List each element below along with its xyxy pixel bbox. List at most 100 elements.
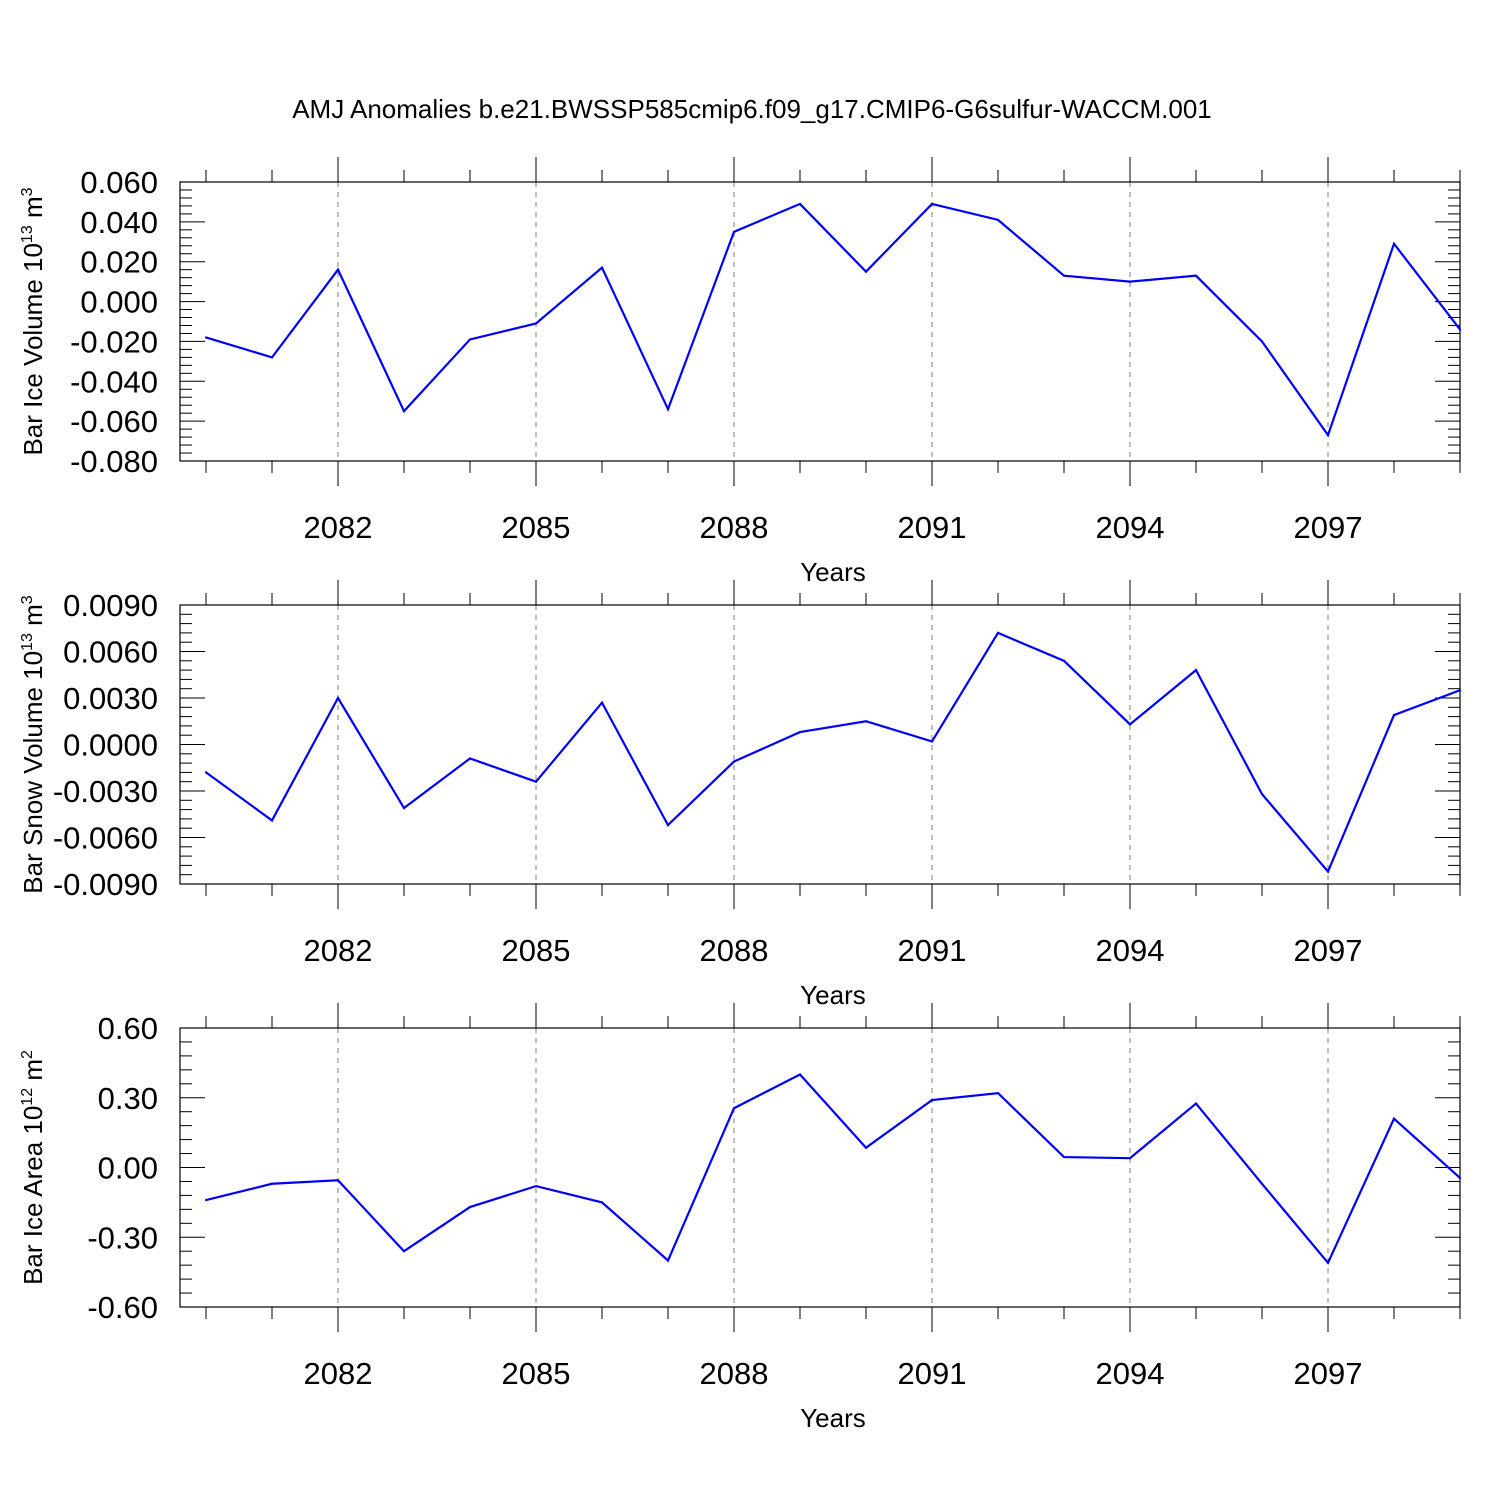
data-point <box>270 1182 274 1185</box>
y-axis-label-sup: 13 <box>19 225 36 243</box>
data-point <box>666 824 670 827</box>
data-point <box>732 760 736 763</box>
panel-1: -0.080 -0.060 -0.040 -0.020 0.000 0.020 0.040 0… <box>18 157 1462 587</box>
y-axis-label-main: Bar Snow Volume 10 <box>18 651 48 894</box>
data-point <box>336 268 340 271</box>
x-tick-label: 2094 <box>1096 510 1165 545</box>
x-axis-label: Years <box>800 1403 866 1433</box>
series-line <box>205 631 1461 874</box>
x-axis-label: Years <box>800 980 866 1010</box>
data-point <box>1260 1182 1264 1185</box>
data-point <box>534 780 538 783</box>
data-point <box>600 1201 604 1204</box>
y-axis-label: Bar Ice Area 1012 m2 <box>18 1050 48 1285</box>
y-axis-label-tail: m <box>18 196 48 225</box>
x-axis-label: Years <box>800 557 866 587</box>
data-point <box>798 1073 802 1076</box>
y-tick-label: -0.30 <box>87 1220 158 1255</box>
data-point <box>1458 1176 1462 1180</box>
y-axis-label-unit-sup: 3 <box>19 595 36 604</box>
x-tick-label: 2094 <box>1096 1356 1165 1391</box>
data-point <box>864 270 868 273</box>
data-point <box>1194 1102 1198 1105</box>
x-tick-label: 2091 <box>898 933 967 968</box>
data-point <box>204 336 208 339</box>
y-tick-label: 0.060 <box>80 165 158 200</box>
y-tick-label: 0.30 <box>98 1081 158 1116</box>
y-tick-label: -0.0060 <box>53 821 158 856</box>
data-point <box>1326 433 1330 437</box>
data-point <box>336 696 340 700</box>
panels: -0.080 -0.060 -0.040 -0.020 0.000 0.020 0.040 0… <box>18 157 1462 1433</box>
data-point <box>336 1179 340 1182</box>
data-point <box>1326 870 1330 873</box>
data-point <box>402 410 406 413</box>
data-point <box>1392 242 1396 245</box>
data-point <box>1194 669 1198 672</box>
x-tick-label: 2097 <box>1294 510 1363 545</box>
x-tick-label: 2085 <box>502 1356 571 1391</box>
y-axis-label: Bar Ice Volume 1013 m3 <box>18 187 48 455</box>
data-point <box>1194 274 1198 277</box>
plot-frame <box>179 181 1461 462</box>
x-tick-label: 2082 <box>304 933 373 968</box>
data-point <box>1062 1155 1066 1159</box>
data-point <box>204 771 208 774</box>
y-tick-label: -0.0030 <box>53 774 158 809</box>
y-axis-label-sup: 12 <box>19 1088 36 1106</box>
data-point <box>1260 340 1264 343</box>
series-line <box>205 1073 1461 1265</box>
data-point <box>666 408 670 411</box>
x-tick-label: 2082 <box>304 1356 373 1391</box>
y-tick-label: 0.00 <box>98 1151 158 1186</box>
plot-frame <box>179 604 1461 885</box>
data-point <box>996 218 1000 221</box>
y-tick-label: 0.040 <box>80 205 158 240</box>
data-point <box>468 338 472 341</box>
x-tick-label: 2088 <box>700 1356 769 1391</box>
y-tick-label: 0.020 <box>80 245 158 280</box>
x-tick-label: 2097 <box>1294 933 1363 968</box>
data-point <box>798 731 802 734</box>
y-tick-label: -0.020 <box>70 324 158 359</box>
x-tick-label: 2094 <box>1096 933 1165 968</box>
y-tick-label: 0.0000 <box>63 728 158 763</box>
data-point <box>468 757 472 760</box>
data-point <box>864 1146 868 1149</box>
x-tick-label: 2085 <box>502 510 571 545</box>
data-point <box>1128 280 1132 283</box>
data-point <box>798 202 802 206</box>
x-tick-label: 2091 <box>898 510 967 545</box>
data-point <box>930 202 934 206</box>
x-tick-label: 2088 <box>700 510 769 545</box>
x-tick-label: 2091 <box>898 1356 967 1391</box>
data-point <box>1392 713 1396 717</box>
data-point <box>1458 689 1462 692</box>
data-point <box>1260 793 1264 796</box>
y-tick-label: 0.0030 <box>63 681 158 716</box>
data-point <box>270 356 274 359</box>
panel-2: -0.0090 -0.0060 -0.0030 0.0000 0.0030 0.0060 0… <box>18 580 1462 1010</box>
y-tick-label: 0.60 <box>98 1011 158 1046</box>
y-axis-label-main: Bar Ice Volume 10 <box>18 243 48 455</box>
y-axis-label-main: Bar Ice Area 10 <box>18 1106 48 1285</box>
data-point <box>402 1250 406 1253</box>
panel-3: -0.60 -0.30 0.00 0.30 0.60 2082 2085 2088 2091 20… <box>18 1003 1462 1433</box>
y-axis-label-tail: m <box>18 604 48 633</box>
y-tick-label: -0.080 <box>70 444 158 479</box>
data-point <box>930 740 934 743</box>
data-point <box>1128 1157 1132 1160</box>
data-point <box>468 1205 472 1209</box>
data-point <box>1062 274 1066 277</box>
y-tick-label: -0.60 <box>87 1290 158 1325</box>
x-tick-label: 2085 <box>502 933 571 968</box>
data-point <box>1392 1117 1396 1120</box>
y-axis-label-unit-sup: 3 <box>19 187 36 196</box>
y-tick-label: -0.060 <box>70 404 158 439</box>
y-tick-label: 0.0090 <box>63 588 158 623</box>
chart-title: AMJ Anomalies b.e21.BWSSP585cmip6.f09_g1… <box>292 94 1212 124</box>
data-point <box>732 1107 736 1110</box>
data-point <box>996 1092 1000 1095</box>
data-point <box>1458 328 1462 331</box>
